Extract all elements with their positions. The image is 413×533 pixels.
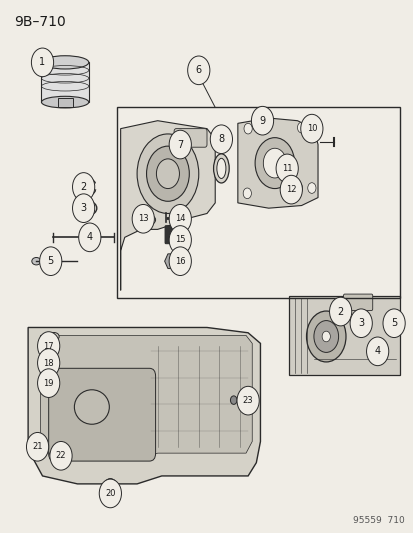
- Ellipse shape: [50, 359, 55, 363]
- Circle shape: [156, 159, 179, 189]
- Circle shape: [292, 182, 301, 195]
- Circle shape: [132, 205, 154, 233]
- Circle shape: [38, 349, 59, 377]
- FancyBboxPatch shape: [165, 225, 175, 244]
- Text: 4: 4: [87, 232, 93, 243]
- Circle shape: [38, 369, 59, 398]
- Text: 9B–710: 9B–710: [14, 14, 65, 29]
- Polygon shape: [237, 118, 317, 208]
- FancyBboxPatch shape: [174, 128, 206, 147]
- Ellipse shape: [147, 218, 152, 222]
- Circle shape: [38, 332, 59, 360]
- Circle shape: [280, 175, 301, 204]
- Circle shape: [300, 114, 322, 143]
- Circle shape: [329, 297, 351, 326]
- Circle shape: [210, 125, 232, 154]
- Circle shape: [263, 148, 286, 178]
- Text: 14: 14: [175, 214, 185, 223]
- Circle shape: [31, 48, 54, 77]
- Text: 12: 12: [285, 185, 296, 194]
- Circle shape: [169, 130, 191, 159]
- Polygon shape: [28, 327, 260, 484]
- Circle shape: [313, 320, 338, 352]
- Ellipse shape: [32, 257, 41, 265]
- Polygon shape: [120, 120, 215, 290]
- FancyBboxPatch shape: [289, 296, 399, 375]
- Polygon shape: [40, 335, 252, 460]
- Circle shape: [275, 154, 298, 183]
- Circle shape: [169, 225, 191, 254]
- FancyBboxPatch shape: [41, 62, 88, 102]
- Text: 23: 23: [242, 396, 253, 405]
- Circle shape: [230, 396, 237, 405]
- Text: 5: 5: [390, 318, 396, 328]
- Text: 15: 15: [175, 236, 185, 245]
- FancyBboxPatch shape: [57, 98, 72, 108]
- Ellipse shape: [143, 215, 155, 224]
- Text: 5: 5: [47, 256, 54, 266]
- Circle shape: [382, 309, 404, 337]
- Ellipse shape: [85, 205, 94, 212]
- Text: 11: 11: [281, 164, 292, 173]
- Circle shape: [26, 432, 49, 461]
- Text: 19: 19: [43, 378, 54, 387]
- Circle shape: [40, 247, 62, 276]
- Circle shape: [49, 451, 56, 461]
- Circle shape: [297, 122, 305, 133]
- Circle shape: [242, 188, 251, 199]
- Ellipse shape: [216, 158, 225, 179]
- Text: 10: 10: [306, 124, 316, 133]
- Text: 16: 16: [175, 257, 185, 265]
- Ellipse shape: [49, 333, 59, 341]
- Circle shape: [169, 205, 191, 233]
- Circle shape: [366, 337, 388, 366]
- Circle shape: [72, 194, 95, 222]
- Circle shape: [61, 451, 69, 461]
- Circle shape: [321, 331, 330, 342]
- Circle shape: [146, 146, 189, 201]
- Circle shape: [187, 56, 209, 85]
- Text: 95559  710: 95559 710: [352, 516, 404, 525]
- Circle shape: [251, 107, 273, 135]
- Text: 6: 6: [195, 66, 202, 75]
- Text: 4: 4: [374, 346, 380, 357]
- Ellipse shape: [74, 390, 109, 424]
- Text: 13: 13: [138, 214, 148, 223]
- Text: 2: 2: [80, 182, 87, 192]
- Circle shape: [307, 183, 315, 193]
- Circle shape: [107, 484, 114, 492]
- Circle shape: [237, 386, 259, 415]
- Circle shape: [50, 441, 72, 470]
- Circle shape: [306, 311, 345, 362]
- Text: 22: 22: [56, 451, 66, 461]
- Text: 20: 20: [105, 489, 115, 498]
- Circle shape: [137, 134, 198, 214]
- Text: 2: 2: [337, 306, 343, 317]
- Circle shape: [99, 479, 121, 508]
- Circle shape: [243, 123, 252, 134]
- Circle shape: [78, 223, 101, 252]
- Text: 7: 7: [177, 140, 183, 150]
- Ellipse shape: [41, 56, 88, 69]
- Text: 3: 3: [357, 318, 363, 328]
- Ellipse shape: [213, 154, 229, 183]
- Circle shape: [349, 309, 371, 337]
- Ellipse shape: [47, 357, 58, 365]
- Circle shape: [72, 173, 95, 201]
- FancyBboxPatch shape: [49, 368, 155, 461]
- Ellipse shape: [41, 96, 88, 108]
- Text: 3: 3: [81, 203, 86, 213]
- Circle shape: [103, 479, 117, 498]
- Text: 17: 17: [43, 342, 54, 351]
- Text: 9: 9: [259, 116, 265, 126]
- Text: 1: 1: [39, 58, 45, 67]
- Text: 18: 18: [43, 359, 54, 367]
- FancyBboxPatch shape: [343, 294, 372, 311]
- Circle shape: [254, 138, 294, 189]
- Text: 21: 21: [32, 442, 43, 451]
- Text: 8: 8: [218, 134, 224, 144]
- Circle shape: [169, 247, 191, 276]
